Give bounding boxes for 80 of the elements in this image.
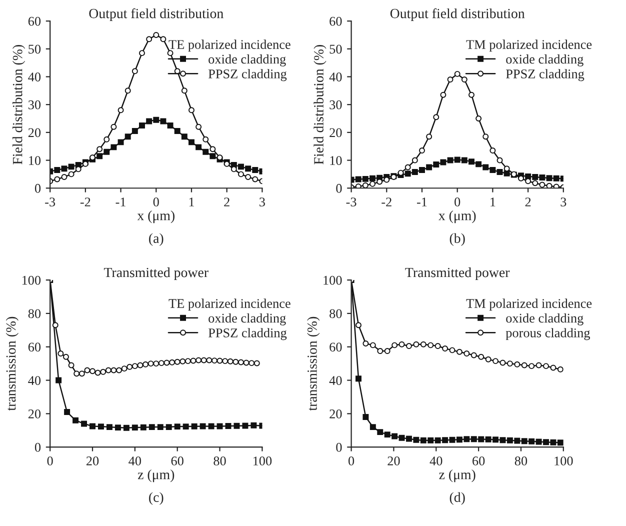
- y-tick-label: 10: [330, 156, 342, 165]
- y-tick-label: 0: [336, 184, 342, 193]
- legend-label: oxide cladding: [506, 313, 584, 326]
- legend-label: PPSZ cladding: [506, 69, 584, 82]
- y-tick-label: 20: [330, 128, 342, 138]
- text: (d): [450, 492, 465, 505]
- x-tick-label: -2: [80, 198, 90, 206]
- chart-title: Output field distribution: [390, 8, 525, 22]
- x-axis-title: x (μm): [137, 210, 174, 224]
- x-tick-label: 1: [490, 198, 496, 206]
- x-tick-label: 100: [554, 456, 573, 466]
- x-tick-label: 20: [388, 456, 400, 466]
- y-tick-label: 40: [28, 376, 41, 385]
- x-tick-label: 100: [253, 456, 272, 466]
- y-tick-label: 20: [28, 128, 41, 138]
- y-axis-title: transmission (%): [6, 316, 18, 411]
- x-tick-label: 80: [214, 456, 226, 466]
- y-tick-label: 40: [329, 376, 342, 385]
- y-tick-label: 80: [28, 309, 41, 318]
- y-tick-label: 100: [324, 276, 342, 285]
- x-tick-label: 3: [560, 198, 566, 206]
- y-tick-label: 0: [34, 184, 41, 193]
- y-axis-title: Field distribution (%): [12, 45, 26, 164]
- y-tick-label: 60: [330, 342, 342, 352]
- y-tick-label: 40: [28, 72, 41, 82]
- x-tick-label: -2: [382, 198, 392, 206]
- chart-title: Transmitted power: [405, 267, 510, 280]
- x-tick-label: -1: [116, 198, 126, 206]
- legend-title: TM polarized incidence: [466, 298, 592, 311]
- x-tick-label: 2: [224, 198, 230, 206]
- y-tick-label: 80: [330, 309, 342, 318]
- y-tick-label: 30: [330, 100, 342, 110]
- x-tick-label: 40: [128, 456, 142, 466]
- text: (a): [149, 233, 164, 246]
- x-axis-title: x (μm): [438, 210, 476, 224]
- x-tick-label: 60: [171, 456, 184, 466]
- text: (c): [149, 492, 164, 505]
- x-tick-label: 60: [472, 456, 485, 466]
- y-axis-title: transmission (%): [307, 316, 320, 411]
- x-tick-label: -3: [45, 198, 56, 206]
- x-tick-label: -3: [346, 198, 356, 206]
- y-axis-title: Field distribution (%): [314, 45, 326, 164]
- y-tick-label: 20: [330, 409, 342, 418]
- legend-title: TM polarized incidence: [466, 40, 592, 52]
- x-tick-label: 2: [525, 198, 531, 206]
- legend-title: TE polarized incidence: [168, 298, 290, 311]
- x-tick-label: 80: [514, 456, 528, 466]
- y-tick-label: 0: [336, 442, 342, 452]
- x-tick-label: 1: [189, 198, 194, 206]
- x-tick-label: -1: [416, 198, 427, 206]
- chart-title: Output field distribution: [89, 8, 224, 22]
- legend-title: TE polarized incidence: [168, 40, 290, 52]
- legend-label: porous cladding: [506, 328, 590, 340]
- x-tick-label: 0: [454, 198, 460, 206]
- text: (b): [450, 233, 465, 246]
- x-tick-label: 0: [153, 198, 159, 206]
- x-tick-label: 0: [348, 456, 354, 466]
- y-tick-label: 30: [28, 100, 41, 110]
- chart-title: Transmitted power: [104, 267, 208, 280]
- y-tick-label: 0: [34, 442, 41, 452]
- y-tick-label: 50: [28, 44, 41, 54]
- y-tick-label: 20: [28, 409, 41, 418]
- x-tick-label: 0: [47, 456, 53, 466]
- x-tick-label: 20: [86, 456, 99, 466]
- y-tick-label: 50: [330, 44, 342, 54]
- x-axis-title: z (μm): [138, 469, 174, 482]
- y-tick-label: 60: [28, 16, 41, 26]
- y-tick-label: 60: [330, 16, 342, 26]
- y-tick-label: 10: [29, 156, 41, 165]
- legend-label: PPSZ cladding: [208, 328, 287, 340]
- legend-label: oxide cladding: [506, 54, 584, 66]
- y-tick-label: 100: [22, 276, 41, 285]
- y-tick-label: 60: [28, 342, 41, 352]
- x-axis-title: z (μm): [439, 469, 476, 482]
- legend-label: oxide cladding: [208, 313, 286, 326]
- legend-label: PPSZ cladding: [208, 69, 287, 82]
- x-tick-label: 3: [260, 198, 265, 206]
- x-tick-label: 40: [430, 456, 442, 466]
- legend-label: oxide cladding: [208, 54, 286, 66]
- y-tick-label: 40: [329, 72, 342, 82]
